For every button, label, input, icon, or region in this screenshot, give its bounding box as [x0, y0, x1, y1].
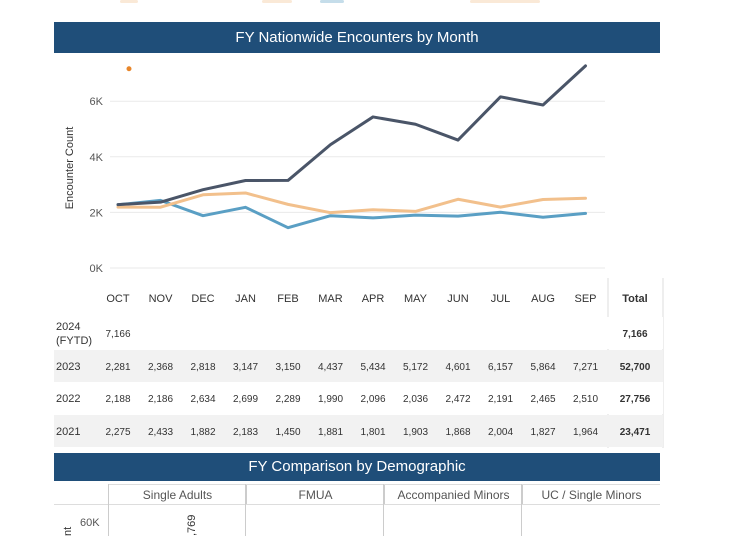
series-line-2022 — [116, 191, 587, 215]
table-cell: 1,868 — [445, 427, 470, 438]
table-cell: 2,004 — [488, 427, 513, 438]
line-chart: 0K 2K 4K 6K Encounter Count OCT NOV DEC JAN FEB MA… — [54, 64, 664, 448]
table-cell: 1,881 — [318, 427, 343, 438]
x-tick-label: FEB — [277, 293, 298, 305]
chart-title-banner: FY Nationwide Encounters by Month — [54, 22, 660, 53]
x-tick-label: JUL — [491, 293, 511, 305]
row-total: 27,756 — [620, 394, 651, 405]
y-tick-label: 0K — [90, 263, 104, 275]
y-tick-label: 2K — [90, 207, 104, 219]
demo-ytick-60k: 60K — [80, 517, 100, 529]
table-cell: 1,882 — [190, 427, 215, 438]
table-cell: 2,433 — [148, 427, 173, 438]
x-tick-label: AUG — [531, 293, 555, 305]
x-tick-label: MAR — [318, 293, 343, 305]
demo-bar-label: ,769 — [186, 514, 198, 536]
table-cell: 2,699 — [233, 394, 258, 405]
table-row-bg — [54, 415, 663, 447]
x-tick-label: OCT — [106, 293, 130, 305]
col-fmua[interactable]: FMUA — [246, 485, 384, 505]
table-cell: 2,368 — [148, 362, 173, 373]
table-cell: 1,990 — [318, 394, 343, 405]
table-row-bg — [54, 382, 663, 414]
table-cell: 2,186 — [148, 394, 173, 405]
series-line-2021 — [116, 198, 587, 230]
x-tick-label: SEP — [574, 293, 596, 305]
y-tick-label: 4K — [90, 152, 104, 164]
table-cell: 1,903 — [403, 427, 428, 438]
table-cell: 2,036 — [403, 394, 428, 405]
table-cell: 2,188 — [105, 394, 130, 405]
x-tick-label: JUN — [447, 293, 468, 305]
x-tick-label: DEC — [191, 293, 214, 305]
table-cell: 4,437 — [318, 362, 343, 373]
top-color-strip — [0, 0, 750, 6]
demographic-chart-area — [54, 504, 660, 537]
table-cell: 6,157 — [488, 362, 513, 373]
demo-divider — [383, 484, 384, 536]
table-cell: 2,634 — [190, 394, 215, 405]
demographic-title-banner: FY Comparison by Demographic — [54, 453, 660, 481]
row-label: 2021 — [56, 426, 80, 438]
y-axis-label: Encounter Count — [64, 127, 76, 210]
row-total: 23,471 — [620, 427, 651, 438]
row-total: 52,700 — [620, 362, 651, 373]
row-label: (FYTD) — [56, 335, 92, 347]
demo-divider — [108, 484, 109, 536]
table-cell: 7,271 — [573, 362, 598, 373]
x-tick-label: NOV — [149, 293, 174, 305]
table-cell: 1,827 — [530, 427, 555, 438]
col-uc-single-minors[interactable]: UC / Single Minors — [522, 485, 660, 505]
table-cell: 1,964 — [573, 427, 598, 438]
table-cell: 5,172 — [403, 362, 428, 373]
demographic-column-headers: Single Adults FMUA Accompanied Minors UC… — [108, 484, 660, 505]
table-row-bg — [54, 317, 663, 349]
table-cell: 5,434 — [360, 362, 385, 373]
table-cell: 2,191 — [488, 394, 513, 405]
table-cell: 2,096 — [360, 394, 385, 405]
row-label: 2023 — [56, 361, 80, 373]
table-cell: 2,472 — [445, 394, 470, 405]
table-cell: 2,289 — [275, 394, 300, 405]
col-single-adults[interactable]: Single Adults — [108, 485, 246, 505]
table-cell: 5,864 — [530, 362, 555, 373]
table-cell: 2,281 — [105, 362, 130, 373]
total-header: Total — [622, 293, 647, 305]
table-cell: 7,166 — [105, 329, 130, 340]
table-cell: 2,183 — [233, 427, 258, 438]
table-cell: 2,510 — [573, 394, 598, 405]
table-cell: 4,601 — [445, 362, 470, 373]
table-cell: 2,465 — [530, 394, 555, 405]
table-cell: 2,818 — [190, 362, 215, 373]
demo-divider — [245, 484, 246, 536]
series-line-2023 — [116, 64, 587, 207]
x-tick-label: MAY — [404, 293, 428, 305]
x-tick-label: JAN — [235, 293, 256, 305]
series-point-2024 — [126, 66, 132, 72]
y-tick-label: 6K — [90, 96, 104, 108]
table-cell: 1,450 — [275, 427, 300, 438]
table-row-bg — [54, 350, 663, 382]
row-label: 2024 — [56, 321, 80, 333]
table-cell: 3,150 — [275, 362, 300, 373]
row-total: 7,166 — [622, 329, 647, 340]
table-cell: 3,147 — [233, 362, 258, 373]
table-cell: 1,801 — [360, 427, 385, 438]
x-tick-label: APR — [362, 293, 385, 305]
demo-ylabel: nt — [62, 526, 74, 536]
col-accompanied-minors[interactable]: Accompanied Minors — [384, 485, 522, 505]
table-cell: 2,275 — [105, 427, 130, 438]
demo-divider — [521, 484, 522, 536]
row-label: 2022 — [56, 393, 80, 405]
